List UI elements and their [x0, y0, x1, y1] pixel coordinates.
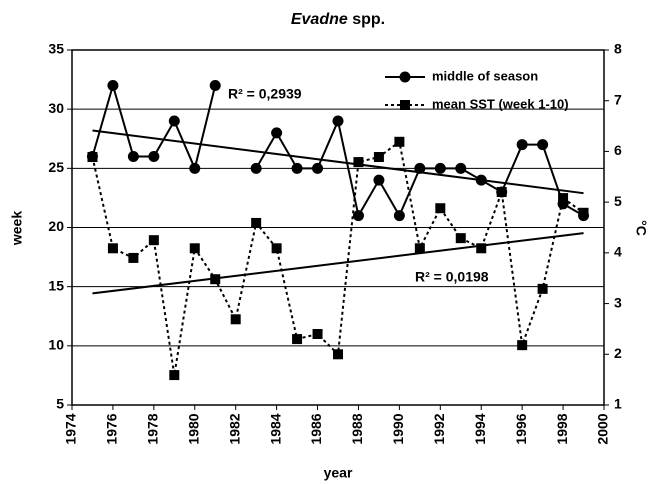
- y-tick-label: 15: [48, 277, 64, 293]
- title-italic: Evadne: [291, 11, 348, 28]
- marker: [127, 151, 139, 162]
- marker: [169, 370, 180, 381]
- legend-marker: [400, 100, 410, 110]
- marker: [291, 162, 303, 174]
- y2-axis-label: °C: [633, 220, 649, 236]
- x-tick-label: 1974: [63, 413, 79, 444]
- x-tick-label: 1984: [267, 413, 283, 444]
- marker: [373, 152, 384, 163]
- marker: [209, 80, 221, 91]
- marker: [332, 115, 344, 127]
- y-tick-label: 20: [48, 218, 64, 234]
- x-tick-label: 1978: [145, 413, 161, 444]
- x-tick-label: 1996: [513, 413, 529, 444]
- marker: [189, 243, 200, 254]
- series-line: [91, 140, 585, 376]
- x-tick-label: 1988: [349, 413, 365, 444]
- marker: [393, 210, 405, 222]
- y-tick-label: 30: [48, 100, 64, 116]
- marker: [476, 243, 487, 254]
- trendline: [92, 232, 584, 295]
- marker: [107, 80, 119, 91]
- marker: [168, 115, 180, 127]
- marker: [128, 252, 139, 263]
- marker: [537, 283, 548, 294]
- x-tick-label: 1990: [390, 413, 406, 444]
- y2-tick-label: 3: [614, 294, 622, 310]
- marker: [251, 217, 262, 228]
- trend-label: R² = 0,2939: [228, 86, 302, 102]
- marker: [414, 162, 426, 174]
- marker: [292, 334, 303, 345]
- marker: [312, 162, 324, 174]
- trend-label: R² = 0,0198: [415, 269, 489, 285]
- marker: [230, 314, 241, 325]
- marker: [271, 243, 282, 254]
- plot-frame: [71, 49, 605, 406]
- marker: [537, 139, 549, 151]
- marker: [333, 349, 343, 360]
- x-tick-label: 1992: [431, 413, 447, 444]
- legend-label: middle of season: [432, 68, 538, 83]
- marker: [353, 157, 364, 168]
- marker: [517, 340, 528, 351]
- marker: [434, 162, 446, 174]
- marker: [516, 139, 528, 151]
- y2-tick-label: 2: [614, 345, 622, 361]
- y2-tick-label: 4: [614, 244, 622, 260]
- marker: [394, 136, 405, 147]
- y2-tick-label: 5: [614, 193, 622, 209]
- marker: [373, 174, 385, 186]
- y2-tick-label: 6: [614, 142, 622, 158]
- legend-label: mean SST (week 1-10): [432, 96, 569, 111]
- marker: [148, 151, 160, 162]
- marker: [558, 193, 569, 204]
- marker: [312, 329, 323, 339]
- y2-tick-label: 7: [614, 91, 622, 107]
- y2-tick-label: 1: [614, 396, 622, 412]
- x-tick-label: 1994: [472, 413, 488, 444]
- marker: [455, 162, 467, 174]
- marker: [87, 152, 98, 163]
- y-axis-label: week: [9, 211, 25, 246]
- marker: [271, 127, 283, 139]
- marker: [435, 203, 446, 214]
- marker: [107, 243, 118, 254]
- x-axis-label: year: [324, 465, 353, 481]
- x-tick-label: 1976: [104, 413, 120, 444]
- title-rest: spp.: [352, 11, 385, 28]
- y2-tick-label: 8: [614, 41, 622, 57]
- marker: [455, 233, 466, 244]
- marker: [148, 235, 159, 246]
- marker: [189, 162, 201, 174]
- x-tick-label: 1998: [554, 413, 570, 444]
- y-tick-label: 5: [56, 396, 64, 412]
- marker: [496, 187, 507, 197]
- y-tick-label: 35: [48, 41, 64, 57]
- marker: [210, 274, 221, 285]
- marker: [414, 243, 425, 254]
- x-tick-label: 1980: [185, 413, 201, 444]
- marker: [250, 162, 262, 174]
- marker: [578, 207, 589, 218]
- trendline: [92, 129, 584, 195]
- x-tick-label: 2000: [595, 413, 611, 444]
- marker: [352, 210, 364, 222]
- marker: [475, 174, 487, 186]
- chart-title: Evadne spp.: [291, 11, 385, 28]
- x-tick-label: 1986: [308, 413, 324, 444]
- x-tick-label: 1982: [226, 413, 242, 444]
- y-tick-label: 10: [48, 337, 64, 353]
- legend-marker: [399, 71, 411, 83]
- y-tick-label: 25: [48, 159, 64, 175]
